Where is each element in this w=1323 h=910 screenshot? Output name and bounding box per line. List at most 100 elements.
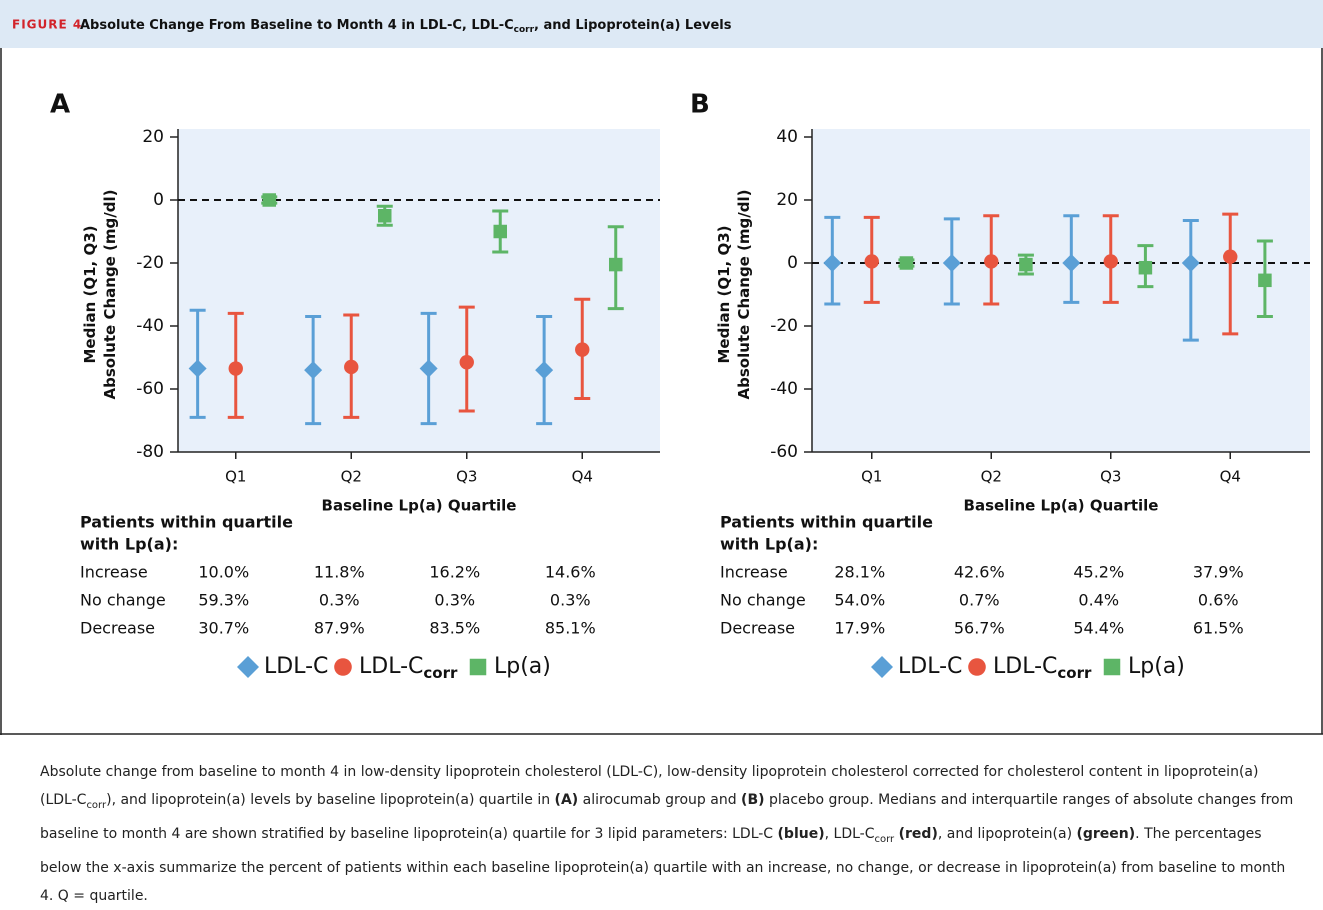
marker-diamond [871, 656, 893, 678]
table-cell: 14.6% [545, 563, 596, 582]
caption-run: alirocumab group and [578, 792, 742, 808]
marker-square [493, 224, 507, 239]
x-tick-label: Q2 [341, 468, 362, 486]
legend-entry: Lp(a) [494, 654, 551, 679]
legend-name: LDL-C [359, 654, 423, 679]
marker-square [469, 658, 487, 676]
legend-name: Lp(a) [1128, 654, 1185, 679]
y-tick-label: -20 [136, 253, 164, 273]
table-cell: 17.9% [834, 619, 885, 638]
marker-square [899, 256, 914, 270]
title-part: Absolute Change From Baseline to Month 4… [80, 18, 514, 33]
table-cell: 0.7% [959, 591, 1000, 610]
legend-entry: LDL-Ccorr [993, 654, 1092, 682]
marker-circle [334, 658, 352, 676]
plot-area [812, 129, 1310, 452]
table-cell: 37.9% [1193, 563, 1244, 582]
marker-square [1258, 273, 1272, 288]
marker-circle [984, 254, 999, 269]
y-tick-label: -60 [770, 442, 798, 462]
x-tick-label: Q4 [572, 468, 593, 486]
y-axis-title-line: Absolute Change (mg/dl) [101, 189, 119, 399]
panel-label: B [690, 90, 710, 120]
legend-entry: LDL-C [264, 654, 328, 679]
y-tick-label: -40 [770, 379, 798, 399]
table-heading: with Lp(a): [80, 535, 178, 554]
caption-run: (blue) [777, 825, 825, 842]
caption-run: (B) [741, 792, 765, 808]
marker-circle [864, 254, 879, 269]
table-cell: 28.1% [834, 563, 885, 582]
marker-diamond [237, 656, 259, 678]
table-cell: 16.2% [429, 563, 480, 582]
legend-entry: Lp(a) [1128, 654, 1185, 679]
y-tick-label: 20 [776, 190, 798, 210]
table-cell: 83.5% [429, 619, 480, 638]
title-part: , and Lipoprotein(a) Levels [534, 18, 732, 33]
x-tick-label: Q1 [225, 468, 246, 486]
marker-diamond [1062, 254, 1081, 272]
table-row-label: Increase [720, 563, 788, 582]
table-cell: 10.0% [198, 563, 249, 582]
table-row-label: Decrease [720, 619, 795, 638]
marker-circle [459, 355, 474, 370]
x-tick-label: Q3 [1100, 468, 1121, 486]
legend-entry: LDL-C [898, 654, 962, 679]
y-axis-title: Median (Q1, Q3) Absolute Change (mg/dl) [715, 189, 753, 399]
marker-square [1103, 658, 1121, 676]
table-cell: 87.9% [314, 619, 365, 638]
caption-run: ), and lipoprotein(a) levels by baseline… [106, 792, 555, 808]
caption-run: (A) [554, 792, 579, 808]
figure-label: FIGURE 4 [12, 18, 82, 32]
y-axis-title-line: Median (Q1, Q3) [81, 225, 99, 363]
table-cell: 85.1% [545, 619, 596, 638]
marker-square [608, 257, 623, 272]
figure: FIGURE 4 Absolute Change From Baseline t… [0, 0, 1323, 735]
caption-run: corr [86, 799, 107, 811]
y-axis-title-line: Median (Q1, Q3) [715, 225, 733, 363]
table-row-label: Decrease [80, 619, 155, 638]
x-tick-label: Q2 [981, 468, 1002, 486]
marker-diamond [535, 361, 554, 380]
table-heading: with Lp(a): [720, 535, 818, 554]
x-tick-label: Q1 [861, 468, 882, 486]
marker-diamond [823, 254, 842, 272]
marker-diamond [419, 359, 438, 378]
marker-circle [1223, 249, 1238, 264]
y-tick-label: 0 [787, 253, 798, 273]
table-cell: 11.8% [314, 563, 365, 582]
legend-name: LDL-C [898, 654, 962, 679]
table-cell: 0.4% [1078, 591, 1119, 610]
legend-sub: corr [423, 664, 458, 682]
legend-name: Lp(a) [494, 654, 551, 679]
marker-square [1019, 257, 1033, 272]
header-band [0, 0, 1323, 48]
marker-diamond [942, 254, 961, 272]
table-cell: 30.7% [198, 619, 249, 638]
marker-diamond [1181, 254, 1200, 272]
marker-circle [575, 342, 590, 357]
y-axis-title-line: Absolute Change (mg/dl) [735, 189, 753, 399]
marker-square [377, 209, 392, 223]
caption-run: Absolute change from baseline to month 4… [40, 764, 1259, 808]
table-cell: 42.6% [954, 563, 1005, 582]
title-sub: corr [514, 25, 535, 35]
marker-diamond [304, 361, 323, 380]
table-heading: Patients within quartile [80, 513, 293, 532]
table-row-label: No change [80, 591, 166, 610]
legend-name: LDL-C [993, 654, 1057, 679]
table-cell: 0.3% [319, 591, 360, 610]
caption-run: (green) [1076, 825, 1136, 842]
y-axis-title: Median (Q1, Q3) Absolute Change (mg/dl) [81, 189, 119, 399]
legend-entry: LDL-Ccorr [359, 654, 458, 682]
table-cell: 54.0% [834, 591, 885, 610]
plot-area [178, 129, 660, 452]
marker-square [1138, 260, 1153, 275]
y-tick-label: -20 [770, 316, 798, 336]
caption-run: (red) [898, 825, 938, 842]
y-tick-label: 40 [776, 127, 798, 147]
x-axis-title: Baseline Lp(a) Quartile [322, 497, 517, 515]
marker-square [262, 193, 276, 207]
caption: Absolute change from baseline to month 4… [40, 758, 1295, 910]
table-cell: 45.2% [1073, 563, 1124, 582]
